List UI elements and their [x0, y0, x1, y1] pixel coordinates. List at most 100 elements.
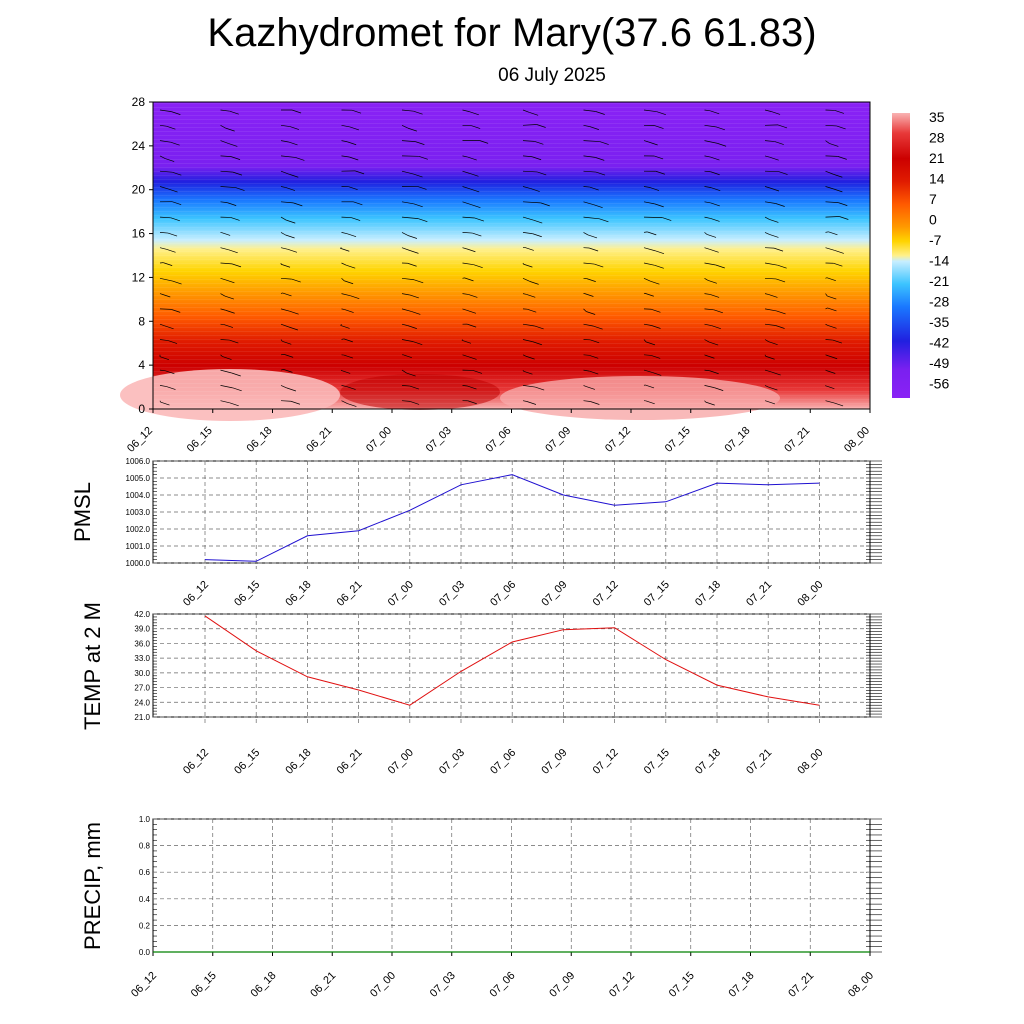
x-tick-label: 07_06: [488, 579, 518, 609]
wind-barb-feather: [285, 234, 295, 239]
wind-barb-feather: [710, 110, 720, 115]
wind-barb-feather: [656, 111, 666, 116]
x-tick-label: 07_12: [603, 425, 633, 455]
wind-barb: [401, 170, 414, 175]
wind-barb-feather: [418, 155, 428, 160]
x-tick-label: 07_03: [428, 970, 458, 1000]
wind-barb: [704, 339, 710, 343]
wind-barb-feather: [595, 171, 606, 176]
wind-barb-feather: [413, 173, 423, 178]
x-tick-label: 08_00: [846, 970, 876, 1000]
wind-barb: [583, 308, 587, 312]
wind-barb-feather: [466, 310, 477, 314]
wind-barb: [462, 232, 473, 234]
wind-barb: [704, 369, 710, 372]
wind-barb-feather: [467, 385, 477, 390]
wind-barb-feather: [650, 280, 660, 285]
x-tick-label: 06_12: [181, 579, 211, 609]
wind-barb: [825, 201, 839, 203]
wind-barb-feather: [288, 326, 299, 331]
wind-barb: [280, 140, 289, 143]
wind-barb-feather: [644, 292, 654, 297]
wind-barb: [159, 385, 167, 387]
wind-barb-feather: [775, 278, 786, 283]
wind-barb-feather: [593, 204, 603, 209]
wind-barb: [462, 354, 468, 357]
wind-barb-feather: [289, 173, 299, 178]
wind-barb: [280, 155, 296, 158]
wind-barb-feather: [533, 219, 543, 224]
wind-barb-feather: [651, 325, 661, 329]
x-tick-label: 07_21: [744, 579, 774, 609]
wind-barb-feather: [838, 202, 848, 206]
wind-barb-feather: [415, 141, 425, 145]
wind-barb: [825, 339, 833, 341]
wind-barb-feather: [225, 127, 235, 132]
colorbar-label: 14: [929, 171, 945, 187]
wind-barb-feather: [709, 248, 719, 253]
wind-barb-feather: [769, 156, 779, 161]
wind-barb-feather: [834, 250, 844, 254]
wind-barb-feather: [530, 188, 540, 192]
wind-barb: [643, 247, 656, 252]
wind-barb-feather: [775, 203, 785, 207]
wind-barb: [583, 354, 590, 356]
wind-barb-feather: [346, 386, 356, 390]
wind-barb-feather: [771, 371, 781, 376]
wind-barb-feather: [711, 187, 721, 191]
wind-barb: [764, 385, 769, 388]
y-tick-label: 0.0: [139, 948, 151, 957]
colorbar-label: -56: [929, 376, 949, 392]
wind-barb-feather: [229, 339, 239, 344]
wind-barb: [401, 201, 414, 205]
wind-barb: [280, 323, 290, 328]
x-tick-label: 07_15: [667, 970, 697, 1000]
wind-barb: [825, 247, 835, 251]
wind-barb: [583, 400, 591, 402]
wind-barb-feather: [224, 295, 234, 300]
wind-barb-feather: [649, 187, 660, 191]
wind-barb: [522, 155, 533, 158]
y-tick-label: 0.4: [139, 895, 151, 904]
wind-barb-feather: [769, 187, 780, 192]
y-tick-label: 1000.0: [126, 559, 151, 568]
colorbar: [892, 113, 910, 398]
x-tick-label: 07_03: [437, 747, 467, 777]
wind-barb: [583, 201, 594, 206]
y-tick-label: 20: [132, 183, 146, 197]
wind-barb: [583, 109, 596, 112]
wind-barb-feather: [534, 141, 544, 145]
wind-barb: [220, 354, 223, 357]
wind-barb-feather: [590, 401, 600, 405]
x-tick-label: 06_21: [308, 970, 338, 1000]
x-tick-label: 07_12: [591, 747, 621, 777]
wind-barb: [401, 109, 414, 112]
wind-barb: [583, 140, 600, 142]
wind-barb-feather: [713, 309, 723, 314]
wind-barb: [280, 339, 283, 342]
wind-barb: [522, 293, 527, 295]
wind-barb-feather: [827, 307, 837, 312]
wind-barb: [704, 216, 711, 219]
wind-barb: [159, 232, 169, 234]
y-tick-label: 1004.0: [126, 491, 151, 500]
wind-barb-feather: [409, 385, 420, 390]
wind-barb: [462, 155, 468, 158]
wind-barb: [522, 201, 541, 204]
wind-barb-feather: [343, 354, 354, 359]
y-tick-label: 1006.0: [126, 457, 151, 466]
wind-barb: [643, 354, 652, 356]
wind-barb-feather: [347, 403, 357, 407]
wind-barb-feather: [526, 293, 536, 298]
wind-barb-feather: [165, 370, 175, 375]
y-axis-label: PRECIP, mm: [80, 822, 105, 950]
y-tick-label: 39.0: [134, 625, 150, 634]
wind-barb-feather: [526, 401, 537, 405]
wind-barb-feather: [280, 263, 291, 268]
wind-barb-feather: [584, 293, 594, 297]
wind-barb-feather: [834, 110, 845, 114]
wind-barb-feather: [827, 295, 837, 300]
wind-barb-feather: [349, 156, 359, 161]
colorbar-label: -21: [929, 273, 949, 289]
colorbar-label: 7: [929, 191, 937, 207]
